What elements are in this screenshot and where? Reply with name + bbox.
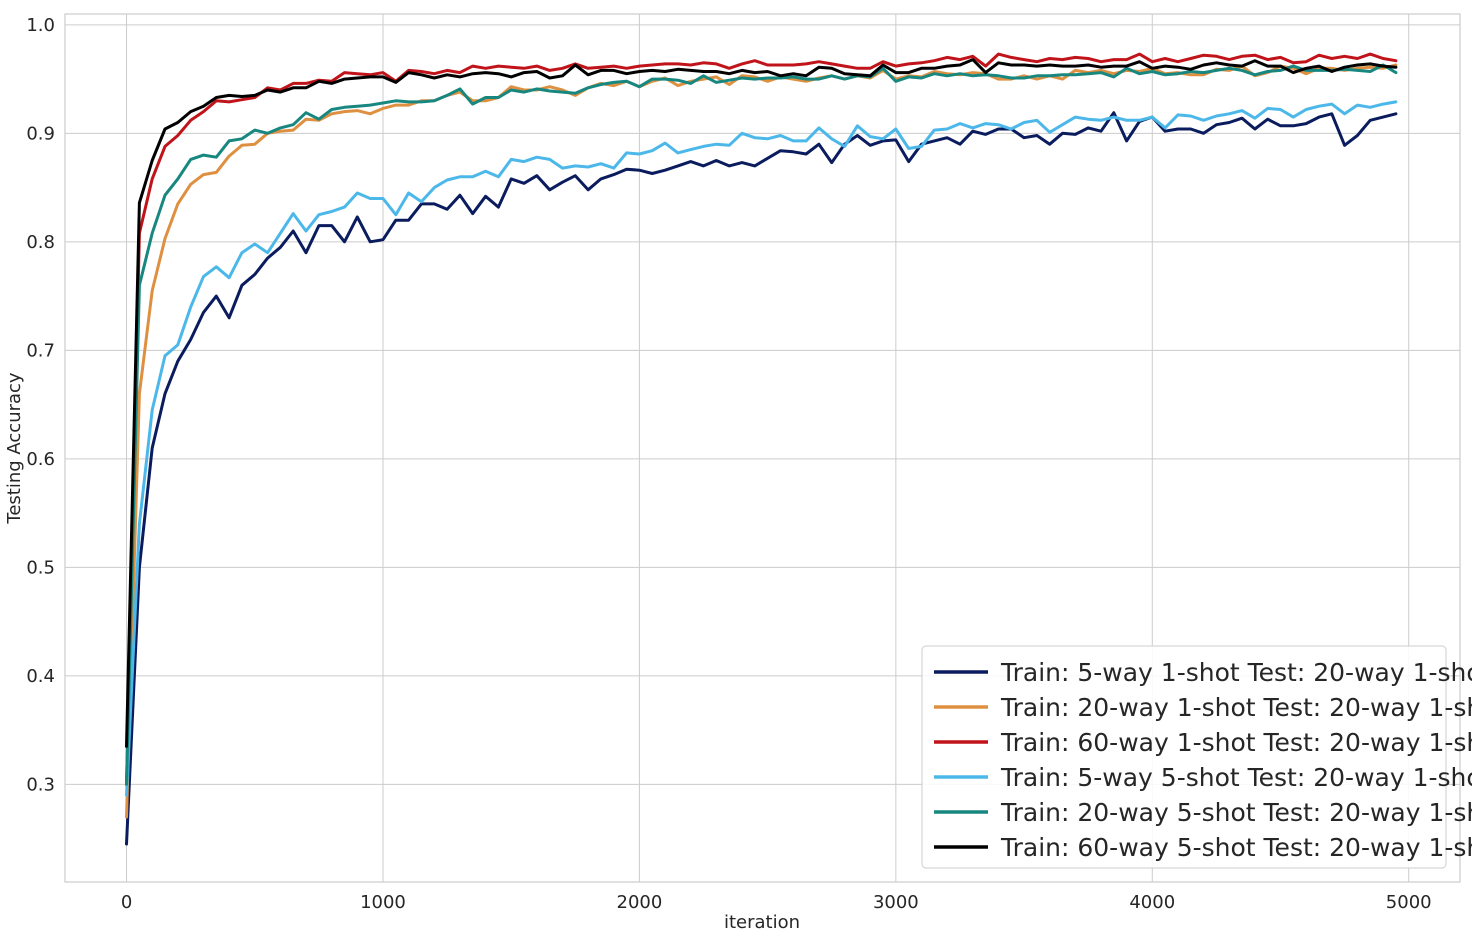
grid-lines [65, 14, 1460, 882]
x-tick-label: 5000 [1386, 892, 1432, 913]
y-tick-label: 0.4 [26, 666, 55, 687]
legend-label: Train: 60-way 5-shot Test: 20-way 1-shot [1000, 833, 1472, 862]
x-tick-labels: 0 1000 2000 3000 4000 5000 [121, 892, 1432, 913]
x-tick-label: 1000 [360, 892, 406, 913]
legend-label: Train: 5-way 1-shot Test: 20-way 1-shot [1000, 658, 1472, 687]
x-axis-title: iteration [724, 912, 800, 933]
legend-label: Train: 5-way 5-shot Test: 20-way 1-shot [1000, 763, 1472, 792]
legend-label: Train: 60-way 1-shot Test: 20-way 1-shot [1000, 728, 1472, 757]
series-line [125, 111, 1398, 846]
y-axis-title: Testing Accuracy [4, 372, 25, 525]
y-tick-label: 0.5 [26, 557, 55, 578]
plot-frame [64, 13, 1461, 883]
x-tick-label: 0 [121, 892, 132, 913]
legend-label: Train: 20-way 1-shot Test: 20-way 1-shot [1000, 693, 1472, 722]
x-tick-label: 2000 [617, 892, 663, 913]
y-tick-label: 0.7 [26, 340, 55, 361]
series-line [125, 63, 1398, 786]
series-layer [125, 52, 1398, 846]
legend: Train: 5-way 1-shot Test: 20-way 1-shot T… [921, 645, 1472, 869]
y-tick-label: 0.9 [26, 123, 55, 144]
legend-box [921, 645, 1447, 869]
series-line [125, 58, 1398, 748]
y-tick-label: 1.0 [26, 15, 55, 36]
series-line [125, 52, 1398, 786]
x-tick-label: 4000 [1129, 892, 1175, 913]
y-tick-label: 0.6 [26, 449, 55, 470]
y-tick-label: 0.3 [26, 774, 55, 795]
x-tick-label: 3000 [873, 892, 919, 913]
y-tick-labels: 0.3 0.4 0.5 0.6 0.7 0.8 0.9 1.0 [26, 15, 55, 795]
legend-label: Train: 20-way 5-shot Test: 20-way 1-shot [1000, 798, 1472, 827]
y-tick-label: 0.8 [26, 232, 55, 253]
series-line [125, 100, 1398, 797]
